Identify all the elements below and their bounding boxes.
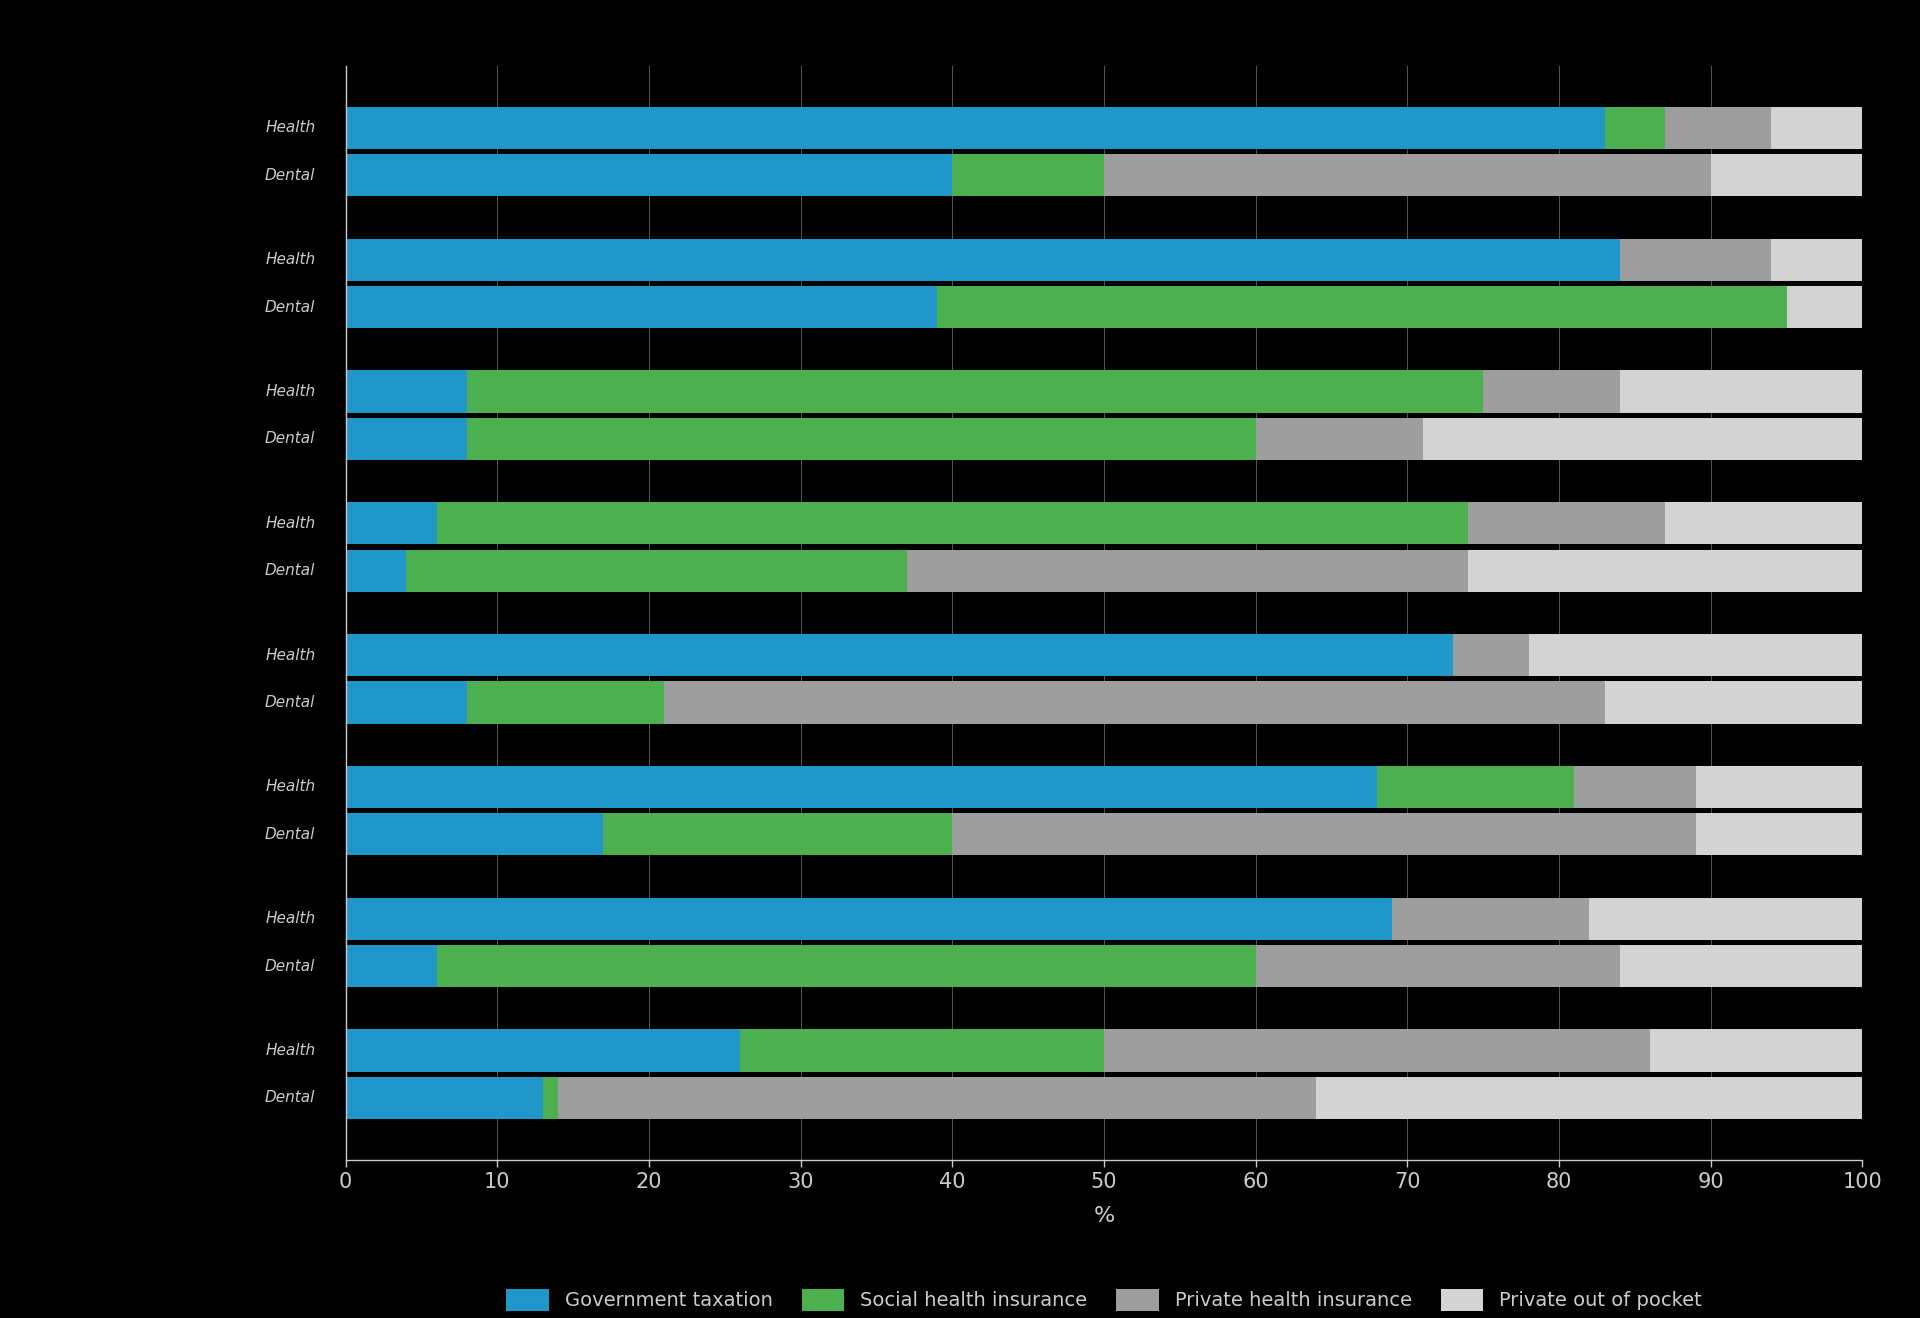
- Bar: [346, 239, 1620, 281]
- Bar: [467, 681, 664, 724]
- Bar: [1772, 107, 1862, 149]
- Bar: [407, 550, 906, 592]
- Bar: [346, 681, 467, 724]
- Text: Dental: Dental: [265, 826, 315, 842]
- Text: Dental: Dental: [265, 695, 315, 710]
- Bar: [346, 813, 603, 855]
- Bar: [346, 107, 1605, 149]
- Bar: [1605, 681, 1862, 724]
- Text: Health: Health: [265, 647, 315, 663]
- Bar: [467, 418, 1256, 460]
- Bar: [346, 418, 467, 460]
- Bar: [1453, 634, 1528, 676]
- Bar: [346, 550, 407, 592]
- Bar: [937, 286, 1786, 328]
- Text: Dental: Dental: [265, 958, 315, 974]
- Bar: [436, 502, 1469, 544]
- Bar: [906, 550, 1469, 592]
- Bar: [1590, 898, 1862, 940]
- Bar: [1104, 1029, 1649, 1072]
- Bar: [1695, 766, 1862, 808]
- Bar: [1469, 550, 1862, 592]
- Bar: [1620, 239, 1772, 281]
- Bar: [1256, 418, 1423, 460]
- Text: Health: Health: [265, 384, 315, 399]
- Bar: [739, 1029, 1104, 1072]
- Text: Dental: Dental: [265, 299, 315, 315]
- Bar: [603, 813, 952, 855]
- Text: Health: Health: [265, 911, 315, 927]
- Bar: [1665, 502, 1862, 544]
- Bar: [1574, 766, 1695, 808]
- Bar: [1786, 286, 1862, 328]
- X-axis label: %: %: [1092, 1206, 1116, 1226]
- Text: Health: Health: [265, 779, 315, 795]
- Bar: [559, 1077, 1317, 1119]
- Bar: [1528, 634, 1862, 676]
- Text: Health: Health: [265, 252, 315, 268]
- Bar: [1620, 945, 1862, 987]
- Text: Dental: Dental: [265, 431, 315, 447]
- Bar: [1104, 154, 1711, 196]
- Bar: [1392, 898, 1590, 940]
- Bar: [346, 634, 1453, 676]
- Bar: [1620, 370, 1862, 413]
- Bar: [346, 502, 436, 544]
- Text: Health: Health: [265, 120, 315, 136]
- Bar: [346, 370, 467, 413]
- Legend: Government taxation, Social health insurance, Private health insurance, Private : Government taxation, Social health insur…: [497, 1278, 1711, 1318]
- Bar: [543, 1077, 559, 1119]
- Bar: [346, 945, 436, 987]
- Text: Dental: Dental: [265, 167, 315, 183]
- Bar: [1377, 766, 1574, 808]
- Bar: [346, 1029, 739, 1072]
- Bar: [1711, 154, 1862, 196]
- Bar: [1605, 107, 1665, 149]
- Bar: [1665, 107, 1772, 149]
- Bar: [1482, 370, 1620, 413]
- Bar: [346, 1077, 543, 1119]
- Text: Health: Health: [265, 515, 315, 531]
- Bar: [1317, 1077, 1862, 1119]
- Bar: [467, 370, 1482, 413]
- Bar: [1469, 502, 1665, 544]
- Text: Dental: Dental: [265, 1090, 315, 1106]
- Bar: [1423, 418, 1862, 460]
- Bar: [1695, 813, 1862, 855]
- Bar: [346, 766, 1377, 808]
- Bar: [436, 945, 1256, 987]
- Text: Dental: Dental: [265, 563, 315, 579]
- Bar: [952, 154, 1104, 196]
- Text: Health: Health: [265, 1043, 315, 1058]
- Bar: [1256, 945, 1620, 987]
- Bar: [346, 898, 1392, 940]
- Bar: [346, 154, 952, 196]
- Bar: [952, 813, 1695, 855]
- Bar: [346, 286, 937, 328]
- Bar: [1772, 239, 1862, 281]
- Bar: [664, 681, 1605, 724]
- Bar: [1649, 1029, 1862, 1072]
